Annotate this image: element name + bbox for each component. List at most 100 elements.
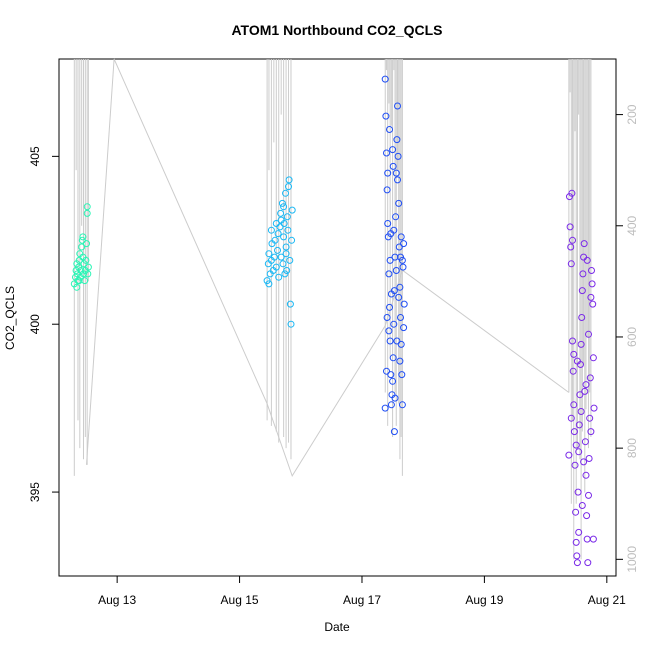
data-point: [582, 381, 590, 389]
data-point: [277, 253, 285, 261]
data-point: [578, 314, 586, 321]
data-point: [389, 146, 397, 154]
data-point: [572, 538, 580, 546]
data-point: [384, 169, 392, 177]
data-point: [589, 354, 597, 362]
data-point: [389, 354, 397, 362]
data-point: [396, 283, 404, 291]
data-point: [573, 559, 581, 567]
data-point: [394, 176, 401, 184]
data-point: [280, 203, 288, 211]
data-point: [567, 414, 575, 422]
data-point: [586, 414, 594, 422]
data-point: [393, 337, 401, 345]
data-point: [73, 283, 81, 291]
x-tick-label: Aug 21: [588, 593, 626, 607]
data-point: [569, 337, 576, 345]
data-point: [395, 293, 403, 301]
data-point: [384, 220, 392, 227]
data-point: [383, 149, 390, 157]
data-point: [397, 233, 405, 241]
altitude-lines: [73, 58, 592, 560]
data-point: [78, 243, 86, 251]
data-point: [392, 213, 400, 221]
data-point: [272, 220, 280, 227]
data-point: [577, 340, 585, 348]
data-point: [390, 428, 398, 436]
y2-tick-label: 200: [625, 104, 639, 124]
y-axis: 395 400 405: [28, 146, 59, 502]
data-point: [286, 256, 294, 264]
data-point: [274, 246, 281, 254]
data-point: [400, 240, 408, 248]
data-point: [567, 243, 575, 251]
y-tick-label: 400: [28, 314, 42, 334]
data-point: [78, 236, 86, 244]
data-point: [387, 371, 395, 379]
y-axis-label: CO2_QCLS: [3, 286, 17, 350]
data-point: [385, 270, 393, 278]
data-point: [83, 203, 91, 211]
y-tick-label: 405: [28, 146, 42, 166]
data-point: [575, 528, 583, 536]
data-point: [387, 230, 395, 238]
data-point: [386, 126, 393, 133]
data-point: [383, 314, 391, 321]
y2-tick-label: 600: [625, 327, 639, 347]
x-axis: Aug 13 Aug 15 Aug 17 Aug 19 Aug 21: [98, 575, 626, 607]
y-tick-label: 395: [28, 482, 42, 502]
data-point: [79, 253, 87, 261]
y2-tick-label: 800: [625, 438, 639, 458]
data-point: [283, 267, 291, 274]
data-point: [396, 357, 404, 365]
data-point: [283, 213, 291, 221]
data-point: [385, 327, 393, 335]
data-point: [83, 209, 91, 217]
data-point: [394, 152, 402, 160]
data-point: [382, 112, 390, 120]
y2-axis: 200 400 600 800 1000: [615, 59, 639, 576]
data-point: [393, 136, 401, 144]
data-point: [265, 250, 273, 258]
data-point: [80, 270, 87, 278]
data-point: [566, 223, 574, 231]
chart-title: ATOM1 Northbound CO2_QCLS: [231, 22, 442, 38]
data-point: [83, 240, 90, 248]
data-point: [397, 314, 404, 321]
data-point: [271, 253, 278, 261]
data-point: [577, 408, 585, 415]
data-point: [586, 374, 594, 382]
data-point: [575, 448, 583, 456]
data-point: [571, 461, 579, 469]
data-point: [568, 189, 576, 197]
data-point: [394, 102, 401, 110]
data-point: [75, 277, 83, 285]
data-point: [587, 293, 595, 301]
data-point: [263, 277, 271, 285]
data-point: [590, 404, 598, 412]
data-point: [389, 162, 397, 170]
data-point: [381, 404, 389, 412]
x-tick-label: Aug 17: [343, 593, 381, 607]
data-point: [582, 471, 590, 479]
data-point: [579, 270, 587, 278]
data-point: [580, 240, 588, 248]
data-point: [578, 287, 586, 295]
data-point: [383, 367, 390, 375]
data-point: [585, 330, 592, 338]
data-point: [589, 535, 597, 543]
data-point: [578, 502, 586, 509]
data-point: [573, 552, 581, 560]
data-point: [587, 428, 595, 436]
data-point: [392, 267, 400, 274]
data-points: [70, 75, 598, 567]
data-point: [567, 260, 575, 268]
data-point: [381, 75, 389, 83]
data-point: [277, 209, 285, 217]
data-point: [288, 206, 296, 214]
data-point: [585, 455, 593, 462]
data-point: [580, 458, 588, 466]
x-tick-label: Aug 15: [221, 593, 259, 607]
data-point: [84, 270, 92, 278]
